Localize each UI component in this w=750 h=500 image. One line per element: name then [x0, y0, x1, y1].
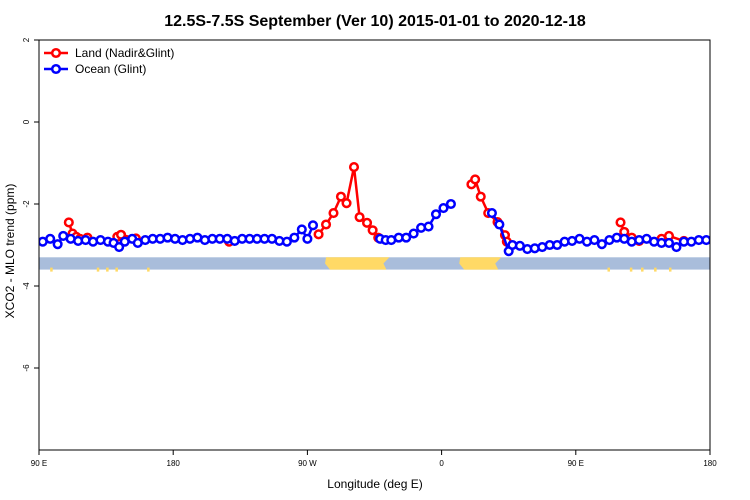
series-1-point-2 [52, 239, 63, 250]
series-0-point-17 [367, 225, 378, 236]
series-0-point-10 [320, 219, 332, 230]
island-9 [668, 267, 672, 272]
series-1-point-37 [302, 233, 313, 244]
island-4 [147, 267, 150, 272]
island-5 [607, 267, 610, 272]
y-tick-label-0: 2 [22, 37, 31, 42]
series-0-point-12 [335, 191, 347, 202]
legend-label-0: Land (Nadir&Glint) [75, 46, 174, 60]
series-0-point-0 [63, 217, 74, 228]
series-1-point-49 [445, 198, 456, 210]
land-segment-0 [325, 257, 390, 270]
series-0-point-21 [475, 191, 486, 202]
series-0 [63, 162, 689, 247]
series-1-point-50 [486, 207, 497, 219]
series-0-point-15 [354, 212, 365, 223]
y-tick-label-1: 0 [22, 119, 31, 124]
series-0-point-11 [328, 207, 339, 219]
legend-marker-1 [50, 63, 62, 75]
island-8 [654, 267, 657, 272]
x-tick-label-0: 90 E [31, 459, 47, 468]
series-1-point-36 [296, 224, 307, 235]
axes: 90 E 180 90 W 0 90 E 180 2 0 -2 -4 -6 [22, 37, 717, 468]
y-tick-label-2: -2 [22, 200, 31, 208]
y-tick-label-3: -4 [22, 282, 31, 290]
x-tick-label-5: 180 [703, 459, 717, 468]
x-axis-label: Longitude (deg E) [327, 477, 422, 491]
series-1-point-51 [494, 219, 505, 230]
x-tick-label-3: 0 [439, 459, 444, 468]
series-0-point-14 [348, 162, 360, 173]
x-tick-label-2: 90 W [298, 459, 317, 468]
series-1-point-34 [281, 236, 292, 247]
data-series [39, 162, 710, 257]
series-1-point-48 [438, 203, 449, 214]
x-tick-label-4: 90 E [568, 459, 584, 468]
island-3 [115, 267, 118, 272]
island-1 [96, 267, 100, 272]
series-0-point-16 [361, 217, 373, 228]
series-0-point-26 [615, 217, 626, 228]
island-6 [629, 267, 633, 272]
series-0-point-13 [341, 198, 352, 209]
series-1-point-44 [408, 228, 419, 239]
land-ocean-mask [39, 257, 710, 272]
series-1-point-46 [423, 221, 434, 232]
land-segment-1 [459, 257, 502, 270]
island-7 [641, 267, 644, 272]
y-axis-label: XCO2 - MLO trend (ppm) [3, 184, 17, 319]
y-tick-label-4: -6 [22, 364, 31, 372]
series-1-point-43 [401, 232, 412, 243]
legend-marker-0 [50, 47, 62, 59]
series-1-point-79 [701, 235, 710, 246]
series-1-point-1 [45, 233, 56, 244]
series-1-point-64 [589, 235, 600, 246]
series-1-point-47 [430, 209, 442, 220]
series-1-point-75 [671, 242, 682, 253]
series-0-point-20 [470, 174, 481, 185]
series-1 [39, 198, 710, 257]
series-1-point-35 [289, 232, 300, 243]
series-1-point-74 [663, 237, 675, 248]
legend: Land (Nadir&Glint) Ocean (Glint) [44, 46, 174, 76]
series-1-point-65 [596, 239, 607, 250]
plot-frame [38, 39, 711, 451]
series-1-point-38 [307, 220, 319, 231]
island-0 [50, 267, 53, 272]
island-2 [106, 267, 109, 272]
series-0-point-9 [313, 229, 324, 240]
x-tick-label-1: 180 [167, 459, 181, 468]
legend-label-1: Ocean (Glint) [75, 62, 146, 76]
chart-title: 12.5S-7.5S September (Ver 10) 2015-01-01… [164, 13, 586, 30]
